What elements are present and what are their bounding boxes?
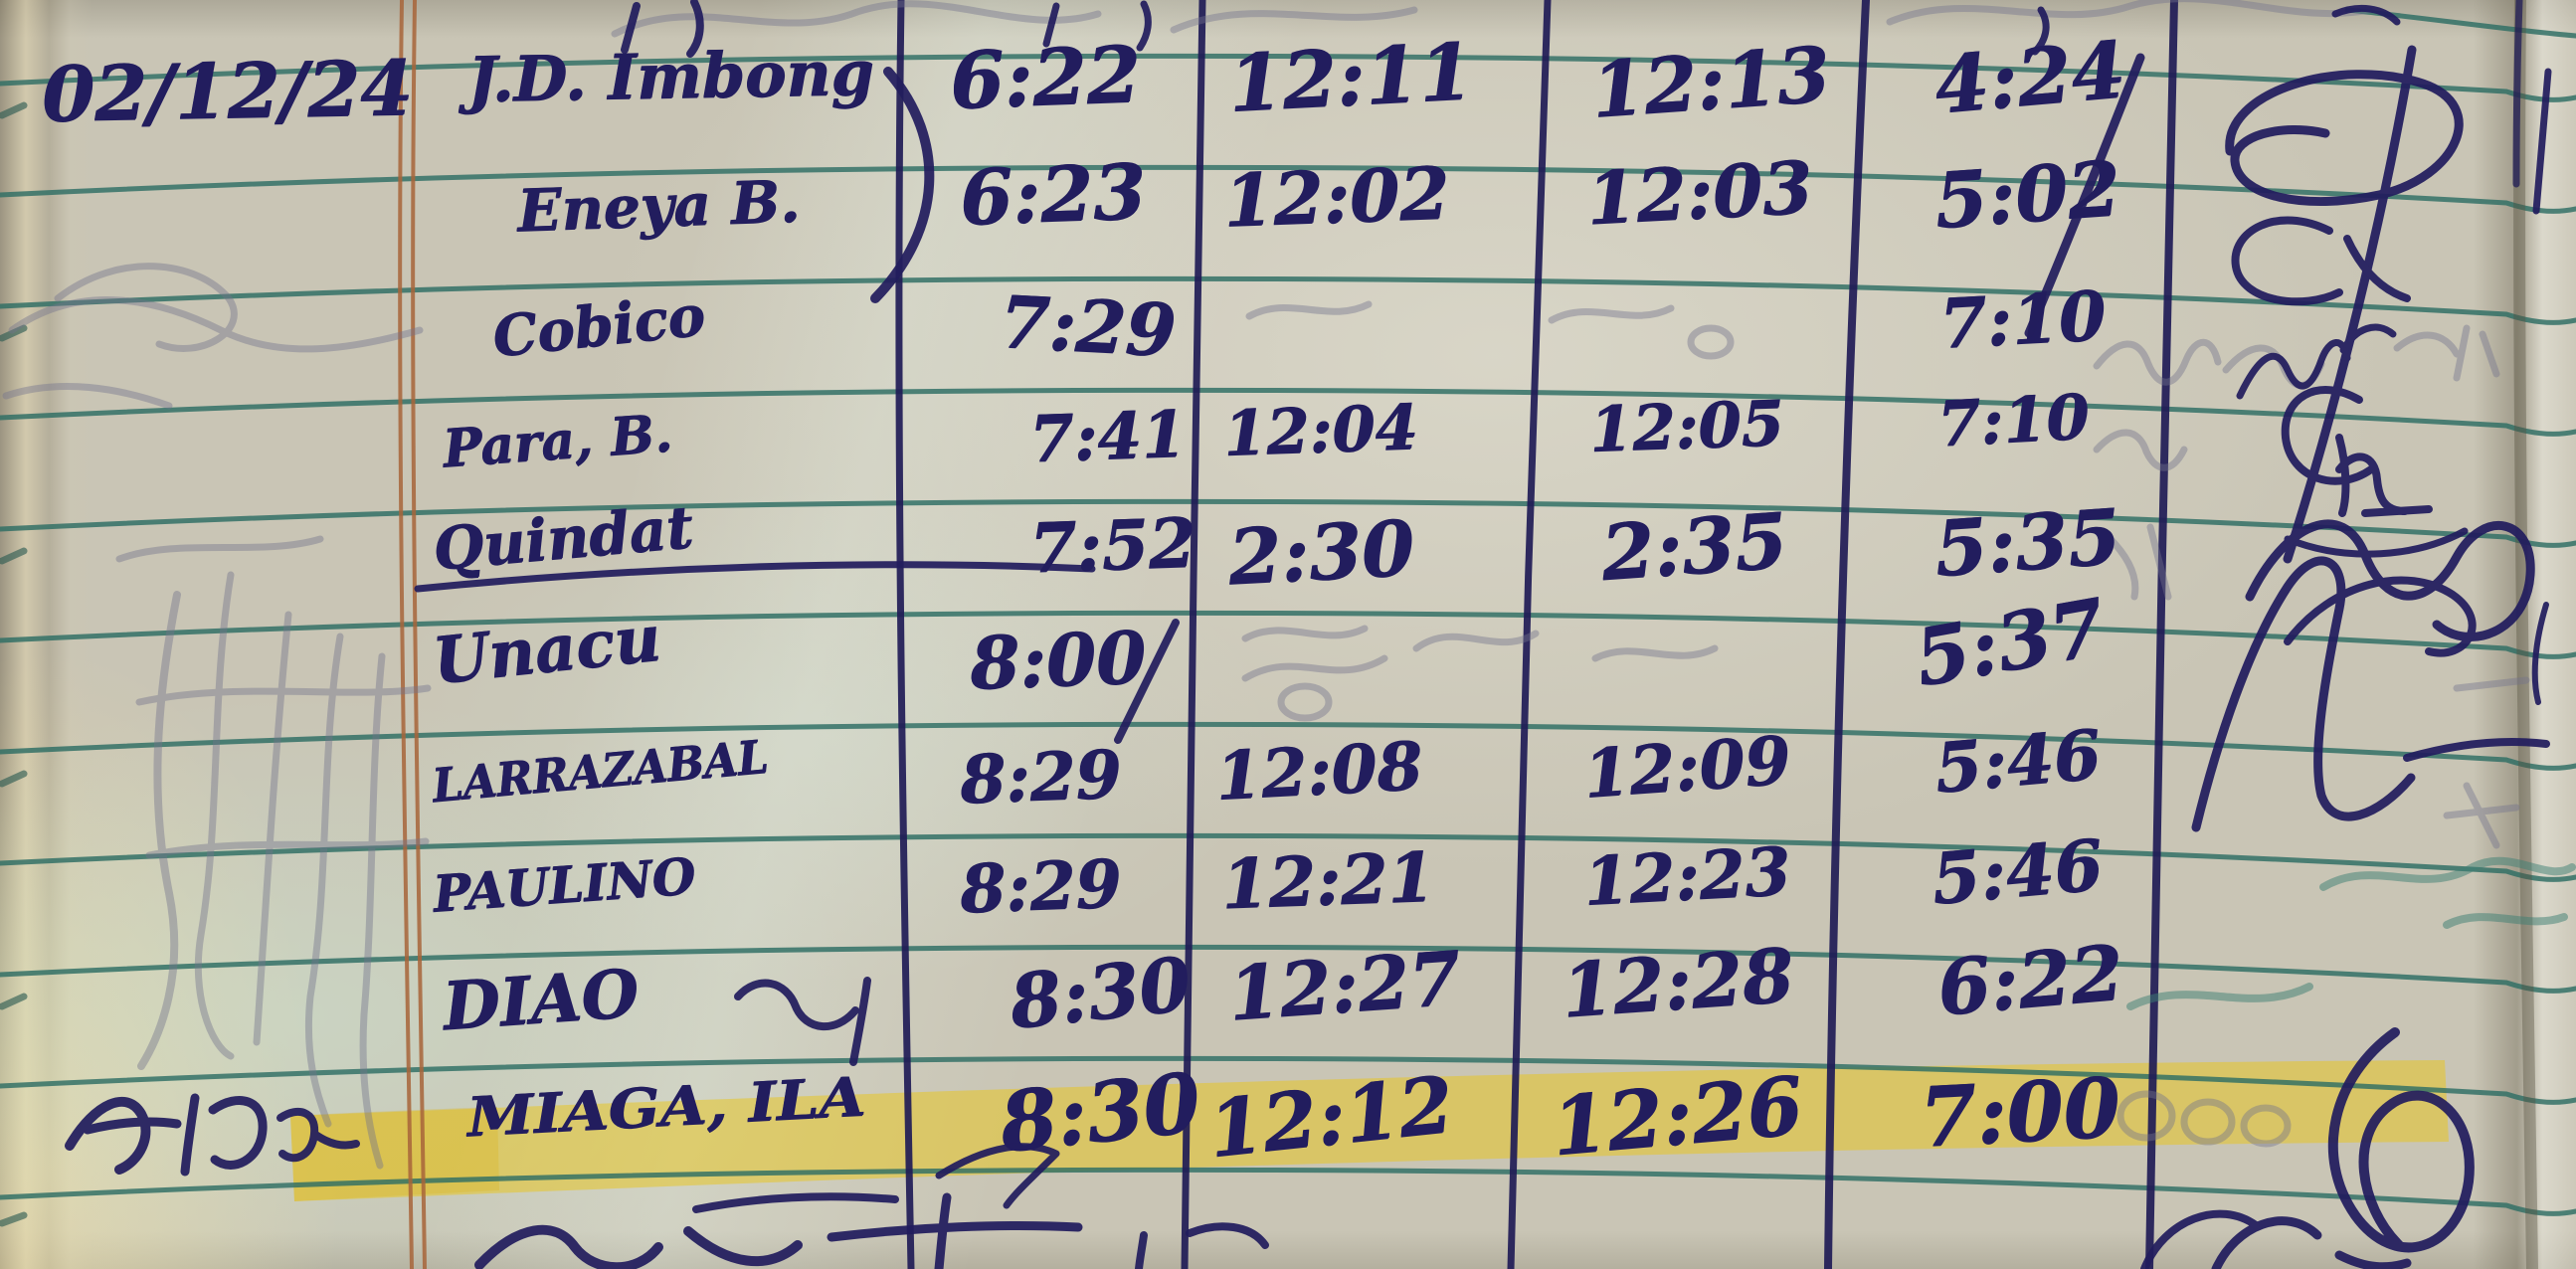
left-edge-rule-dashes [0,101,28,1227]
row10-margin-note-scribble [65,1093,360,1177]
row10-signature-scribble [2140,1027,2475,1269]
row6-slash-mark [1114,619,1180,744]
row2-closing-paren [870,67,935,303]
row5-row6-signature-scribble [2191,519,2550,832]
row9-name-flourish [734,977,871,1066]
pencil-ghost-scribbles [2,0,2530,1170]
row4-signature-scribble [2281,386,2469,558]
top-edge-ink-marks [621,0,2552,705]
ruled-lines [0,7,2576,1216]
row10-check-flick [935,1143,1060,1209]
page-fold-crease [2512,0,2538,1269]
row1-tail-slash [2024,53,2145,338]
margin-rule [398,0,427,1269]
partial-bottom-row-strokes [474,1192,1269,1269]
row3-ink-flourish [2236,323,2397,400]
teal-ghost-scribbles [2126,856,2576,1010]
row5-strike-through [414,561,1096,593]
row1-signature-scribble [2225,45,2464,564]
column-lines [895,0,2178,1269]
row2-signature-scribble [2231,216,2411,306]
